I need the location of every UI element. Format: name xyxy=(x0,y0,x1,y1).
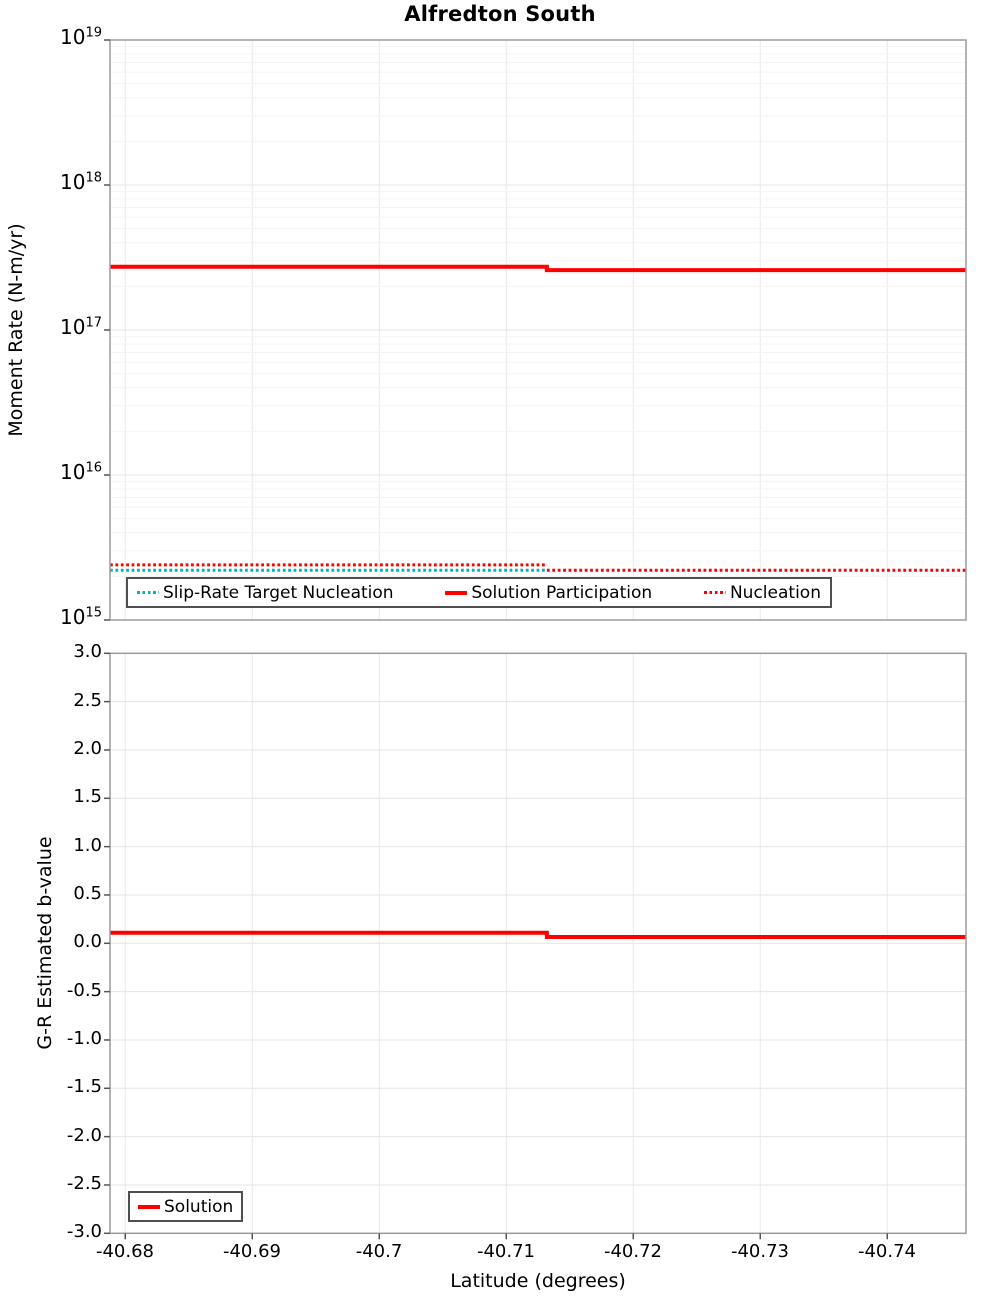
y-tick-label-0.5: 0.5 xyxy=(73,883,102,904)
legend-moment-rate: Slip-Rate Target Nucleation Solution Part… xyxy=(126,577,832,608)
y-axis-label-moment-rate: Moment Rate (N-m/yr) xyxy=(5,223,27,437)
legend-label: Nucleation xyxy=(729,582,821,603)
y-tick-label-3.0: 3.0 xyxy=(73,641,102,662)
y-tick-label--1.5: -1.5 xyxy=(66,1076,102,1097)
y-tick-label-1e17: 1017 xyxy=(60,315,102,339)
legend-entry-nucleation: Nucleation xyxy=(703,582,821,603)
chart-title: Alfredton South xyxy=(404,2,596,26)
y-tick-label--3.0: -3.0 xyxy=(66,1221,102,1242)
y-tick-label-1e18: 1018 xyxy=(60,170,102,194)
series-solution xyxy=(110,930,966,939)
dotted-line-swatch-icon xyxy=(137,591,159,594)
y-tick-label-1e19: 1019 xyxy=(60,25,102,49)
y-tick-label-0.0: 0.0 xyxy=(73,931,102,952)
x-axis-label-latitude: Latitude (degrees) xyxy=(450,1270,626,1292)
solid-line-swatch-icon xyxy=(445,590,468,595)
x-tick-label--40.73: -40.73 xyxy=(730,1241,790,1262)
y-tick-label-1e15: 1015 xyxy=(60,605,102,629)
dotted-line-swatch-icon xyxy=(703,591,726,594)
y-tick-label-1.5: 1.5 xyxy=(73,786,102,807)
y-tick-label--2.5: -2.5 xyxy=(66,1173,102,1194)
solid-line-swatch-icon xyxy=(138,1204,160,1209)
legend-b-value: Solution xyxy=(128,1191,244,1222)
y-tick-label--1.0: -1.0 xyxy=(66,1028,102,1049)
series-solution-participation xyxy=(110,264,966,273)
x-tick-label--40.72: -40.72 xyxy=(603,1241,663,1262)
x-tick-label--40.69: -40.69 xyxy=(222,1241,282,1262)
x-tick-label--40.7: -40.7 xyxy=(355,1241,403,1262)
y-axis-label-b-value: G-R Estimated b-value xyxy=(34,836,56,1050)
y-tick-label-1e16: 1016 xyxy=(60,460,102,484)
y-tick-label-2.5: 2.5 xyxy=(73,690,102,711)
legend-entry-solution: Solution xyxy=(138,1197,233,1217)
y-tick-label--2.0: -2.0 xyxy=(66,1125,102,1146)
y-tick-label-1.0: 1.0 xyxy=(73,835,102,856)
x-tick-label--40.68: -40.68 xyxy=(95,1241,155,1262)
x-tick-label--40.71: -40.71 xyxy=(476,1241,536,1262)
legend-label: Slip-Rate Target Nucleation xyxy=(163,582,394,603)
legend-entry-slip-rate-target-nucleation: Slip-Rate Target Nucleation xyxy=(137,583,394,603)
y-tick-label--0.5: -0.5 xyxy=(66,980,102,1001)
legend-label: Solution xyxy=(164,1196,234,1217)
legend-label: Solution Participation xyxy=(471,582,653,603)
x-tick-label--40.74: -40.74 xyxy=(857,1241,917,1262)
legend-entry-solution-participation: Solution Participation xyxy=(445,583,652,603)
y-tick-label-2.0: 2.0 xyxy=(73,738,102,759)
